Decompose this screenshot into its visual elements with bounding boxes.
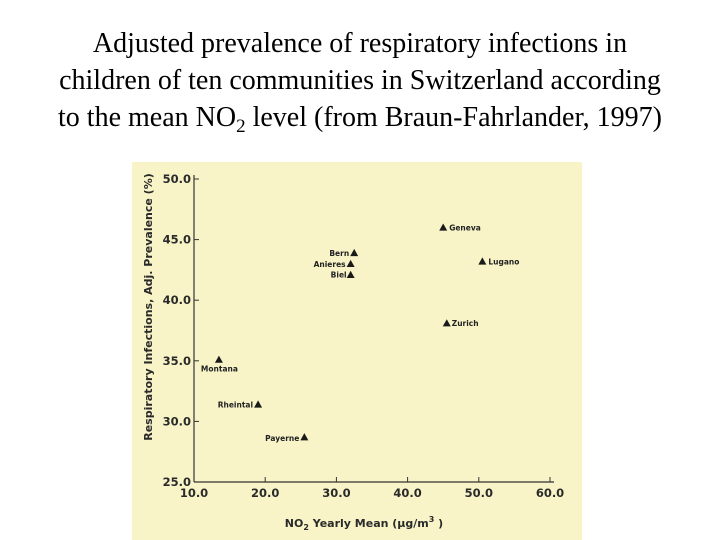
data-point-marker xyxy=(346,270,355,278)
title-line-3-post: level (from Braun-Fahrlander, 1997) xyxy=(245,102,662,133)
y-tick-label: 40.0 xyxy=(163,293,191,307)
y-tick-label: 45.0 xyxy=(163,233,191,247)
data-point-marker xyxy=(346,259,355,268)
y-tick-label: 35.0 xyxy=(163,354,191,368)
y-tick-label: 30.0 xyxy=(163,414,191,428)
x-axis-title: NO2 Yearly Mean (µg/m3 ) xyxy=(285,515,443,532)
x-axis-title-sup: 3 xyxy=(429,515,435,524)
x-axis-title-post: ) xyxy=(434,517,443,530)
y-tick-label: 50.0 xyxy=(163,172,191,186)
data-points: Geneva Bern Anieres Biel Lugano Zurich Montana… xyxy=(201,223,519,443)
data-point-label: Payerne xyxy=(265,434,299,443)
data-point-marker xyxy=(439,223,448,231)
title-no2-subscript: 2 xyxy=(236,116,246,137)
x-tick-label: 40.0 xyxy=(393,486,421,500)
chart-background xyxy=(132,162,582,540)
data-point-marker xyxy=(214,355,223,363)
title-line-2: children of ten communities in Switzerla… xyxy=(59,65,661,96)
data-point-marker xyxy=(442,319,451,327)
x-tick-label: 20.0 xyxy=(251,486,279,500)
x-axis-title-sub: 2 xyxy=(303,523,309,532)
x-tick-label: 30.0 xyxy=(322,486,350,500)
y-tick-label: 25.0 xyxy=(163,475,191,489)
x-tick-label: 50.0 xyxy=(465,486,493,500)
title-line-3-pre: to the mean NO xyxy=(58,102,237,133)
data-point-label: Zurich xyxy=(452,319,479,328)
x-axis-title-no: NO xyxy=(285,517,304,530)
x-tick-label: 60.0 xyxy=(536,486,564,500)
x-tick-label: 10.0 xyxy=(180,486,208,500)
x-axis-ticks: 10.0 20.0 30.0 40.0 50.0 60.0 xyxy=(180,477,564,500)
data-point-label: Rheintal xyxy=(218,400,253,409)
slide-title: Adjusted prevalence of respiratory infec… xyxy=(0,25,720,136)
title-line-3: to the mean NO2 level (from Braun-Fahrla… xyxy=(0,99,720,136)
title-line-1: Adjusted prevalence of respiratory infec… xyxy=(92,28,628,59)
data-point-label: Bern xyxy=(329,249,349,258)
chart-panel: 25.0 30.0 35.0 40.0 45.0 50.0 10.0 20.0 30.0 40.… xyxy=(132,162,582,540)
data-point-marker xyxy=(300,433,309,441)
data-point-label: Montana xyxy=(201,365,238,374)
data-point-label: Biel xyxy=(331,271,347,280)
data-point-label: Geneva xyxy=(449,223,481,232)
y-axis-title: Respiratory Infections, Adj. Prevalence … xyxy=(142,173,155,441)
data-point-marker xyxy=(254,400,263,408)
x-axis-title-mid: Yearly Mean (µg/m xyxy=(309,517,429,530)
y-axis-ticks: 25.0 30.0 35.0 40.0 45.0 50.0 xyxy=(163,172,199,489)
scatter-chart: 25.0 30.0 35.0 40.0 45.0 50.0 10.0 20.0 30.0 40.… xyxy=(132,162,582,540)
data-point-label: Lugano xyxy=(488,257,519,266)
data-point-marker xyxy=(478,257,487,265)
data-point-label: Anieres xyxy=(314,260,347,269)
data-point-marker xyxy=(350,248,359,257)
